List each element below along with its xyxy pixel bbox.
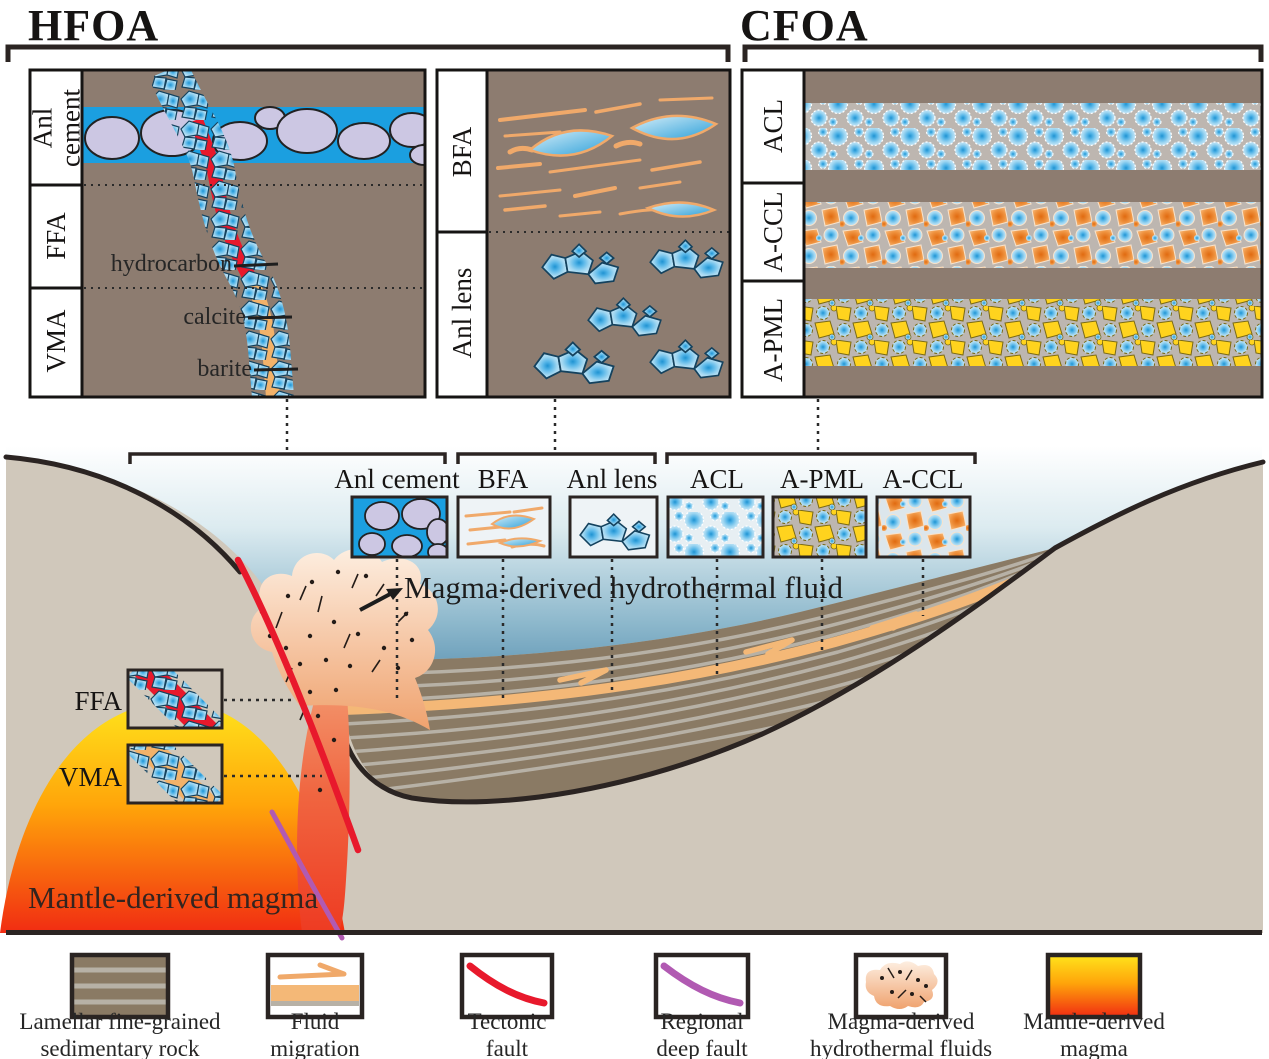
sample-apml-box bbox=[771, 495, 868, 559]
vma-inset-label: VMA bbox=[58, 762, 122, 792]
hfoa-title: HFOA bbox=[28, 1, 160, 50]
panel-dividers bbox=[84, 184, 425, 289]
section-label-apml: A-PML bbox=[758, 297, 789, 383]
legend-icon-tectonic-fault bbox=[459, 952, 555, 1020]
section-label-bfa: BFA bbox=[447, 126, 478, 178]
ffa-inset-box bbox=[126, 668, 224, 730]
legend-line: Regional bbox=[660, 1009, 744, 1034]
sample-accl-box bbox=[875, 495, 972, 559]
flow-arrow bbox=[869, 611, 919, 631]
tectonic-fault bbox=[234, 556, 362, 854]
sample-bfa-box bbox=[456, 495, 552, 559]
legend-line: migration bbox=[270, 1036, 360, 1059]
annotation-hydrocarbon: hydrocarbon bbox=[110, 251, 232, 277]
regional-deep-fault bbox=[269, 809, 345, 941]
legend-label-sedimentary: Lamellar fine-grained sedimentary rock bbox=[0, 1008, 245, 1059]
panel-hfoa-vein bbox=[28, 68, 427, 399]
legend-icon-fluid-migration bbox=[265, 952, 365, 1020]
mantle-magma-label: Mantle-derived magma bbox=[28, 880, 319, 915]
crystal-vein bbox=[148, 70, 294, 397]
left-slope-outline bbox=[3, 454, 243, 575]
mantle-magma bbox=[0, 701, 345, 933]
sample-anl-lens-box bbox=[568, 495, 659, 559]
legend-icon-regional-deep-fault bbox=[653, 952, 751, 1020]
flow-arrow bbox=[557, 667, 609, 686]
basin-outline bbox=[343, 459, 1266, 805]
legend-line: Magma-derived bbox=[827, 1009, 975, 1034]
sample-label-acl: ACL bbox=[690, 464, 744, 494]
vma-inset-box bbox=[126, 743, 224, 805]
bfa-lenses bbox=[527, 114, 719, 218]
sample-acl-box bbox=[666, 495, 765, 559]
legend-label-hydrothermal-fluids: Magma-derived hydrothermal fluids bbox=[776, 1008, 1026, 1059]
legend-line: hydrothermal fluids bbox=[809, 1036, 993, 1059]
legend-label-regional-deep-fault: Regional deep fault bbox=[577, 1008, 827, 1059]
hfoa-bracket bbox=[5, 44, 731, 62]
accl-band bbox=[804, 202, 1262, 268]
legend-line: Fluid bbox=[290, 1009, 340, 1034]
legend-icon-mantle-magma bbox=[1045, 952, 1143, 1020]
sample-anl-cement-box bbox=[350, 495, 449, 559]
section-label-anl-cement: Anl cement bbox=[27, 89, 85, 167]
sample-label-accl: A-CCL bbox=[882, 464, 964, 494]
legend-label-mantle-magma: Mantle-derived magma bbox=[969, 1008, 1219, 1059]
legend-icon-sedimentary bbox=[69, 952, 171, 1020]
connectors bbox=[224, 399, 925, 778]
legend-line: Tectonic bbox=[467, 1009, 547, 1034]
section-label-accl: A-CCL bbox=[758, 191, 789, 273]
legend-label-fluid-migration: Fluid migration bbox=[190, 1008, 440, 1059]
legend-line: magma bbox=[1060, 1036, 1128, 1059]
sample-brackets bbox=[128, 452, 977, 464]
apml-band bbox=[804, 299, 1262, 366]
cfoa-title: CFOA bbox=[740, 1, 869, 50]
ffa-inset-label: FFA bbox=[74, 686, 122, 716]
legend-icon-hydrothermal-fluids bbox=[853, 952, 949, 1020]
flow-arrow bbox=[743, 637, 795, 657]
section-label-ffa: FFA bbox=[41, 212, 72, 260]
panel-cfoa bbox=[740, 68, 1264, 399]
annotation-lines bbox=[233, 262, 299, 372]
sample-label-anl-lens: Anl lens bbox=[566, 464, 658, 494]
section-label-vma: VMA bbox=[41, 309, 72, 373]
legend-line: Mantle-derived bbox=[1023, 1009, 1165, 1034]
sample-label-bfa: BFA bbox=[477, 464, 529, 494]
annotation-barite: barite bbox=[197, 356, 252, 382]
sample-label-anl-cement: Anl cement bbox=[334, 464, 460, 494]
section-label-anl-lens: Anl lens bbox=[447, 267, 478, 359]
cfoa-bracket bbox=[742, 44, 1264, 62]
acl-band bbox=[804, 103, 1262, 170]
fluid-arrow bbox=[359, 588, 403, 612]
section-label-acl: ACL bbox=[758, 99, 789, 153]
legend-line: sedimentary rock bbox=[40, 1036, 200, 1059]
legend-label-tectonic-fault: Tectonic fault bbox=[382, 1008, 632, 1059]
sample-label-apml: A-PML bbox=[779, 464, 864, 494]
legend-line: Lamellar fine-grained bbox=[19, 1009, 221, 1034]
cross-section bbox=[0, 446, 1266, 941]
annotation-calcite: calcite bbox=[183, 304, 246, 330]
legend-line: deep fault bbox=[656, 1036, 748, 1059]
anl-grains bbox=[84, 106, 425, 166]
legend-line: fault bbox=[485, 1036, 529, 1059]
fluid-label: Magma-derived hydrothermal fluid bbox=[404, 570, 844, 605]
panel-hfoa-bed bbox=[435, 68, 732, 399]
scene-baseline bbox=[6, 930, 1262, 935]
